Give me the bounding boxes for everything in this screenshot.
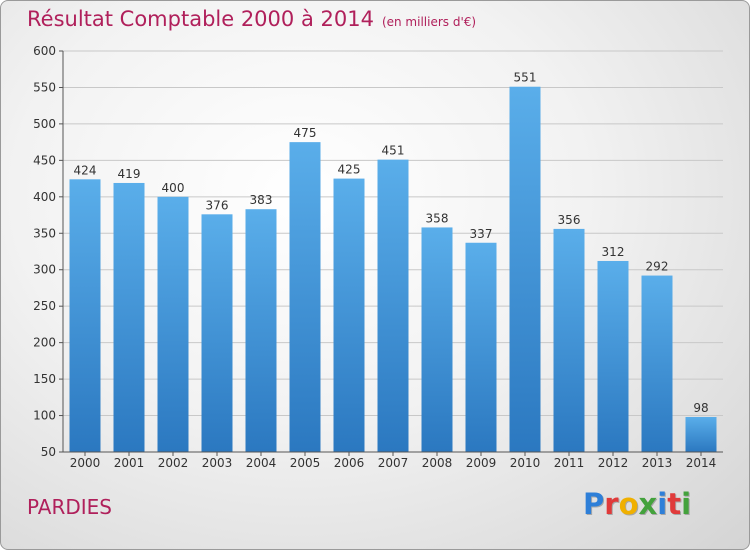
x-axis-ticks: 2000 2001 2002 2003 2004 2005 2006 2007 2008 2009… [70, 452, 717, 470]
bar-2013 [641, 275, 673, 452]
y-axis-ticks: 50 100 150 200 250 300 350 400 450 500 550 600 [33, 44, 63, 459]
x-tick-label: 2000 [70, 456, 101, 470]
y-tick-label: 150 [33, 372, 56, 386]
x-tick-label: 2014 [686, 456, 717, 470]
value-label: 383 [250, 193, 273, 207]
logo-letter: x [638, 487, 658, 521]
value-label: 400 [162, 181, 185, 195]
x-tick-label: 2006 [334, 456, 365, 470]
bar-2006 [333, 178, 365, 452]
x-tick-label: 2007 [378, 456, 409, 470]
value-label: 419 [118, 167, 141, 181]
bar-2004 [245, 209, 277, 452]
y-tick-label: 200 [33, 336, 56, 350]
logo-letter: i [657, 487, 668, 521]
logo-letter: r [604, 487, 619, 521]
x-tick-label: 2010 [510, 456, 541, 470]
x-tick-label: 2004 [246, 456, 277, 470]
value-label: 312 [602, 245, 625, 259]
bar-2001 [113, 182, 145, 452]
chart-unit: (en milliers d'€) [381, 15, 477, 29]
y-tick-label: 350 [33, 226, 56, 240]
y-tick-label: 600 [33, 44, 56, 58]
x-tick-label: 2011 [554, 456, 585, 470]
value-label: 425 [338, 163, 361, 177]
y-tick-label: 300 [33, 263, 56, 277]
y-tick-label: 550 [33, 80, 56, 94]
bar-2011 [553, 228, 585, 452]
value-label: 292 [646, 260, 669, 274]
axes [62, 51, 723, 453]
y-tick-label: 500 [33, 117, 56, 131]
x-tick-label: 2012 [598, 456, 629, 470]
x-tick-label: 2003 [202, 456, 233, 470]
chart-title-text: Résultat Comptable 2000 à 2014 [27, 7, 374, 31]
proxiti-logo: Proxiti [583, 487, 691, 521]
x-tick-label: 2002 [158, 456, 189, 470]
bar-2003 [201, 214, 233, 452]
y-tick-label: 100 [33, 409, 56, 423]
bars [69, 86, 717, 453]
value-label: 451 [382, 144, 405, 158]
x-tick-label: 2005 [290, 456, 321, 470]
x-tick-label: 2013 [642, 456, 673, 470]
value-label: 98 [693, 401, 708, 415]
place-name: PARDIES [27, 495, 112, 519]
value-label: 356 [558, 213, 581, 227]
y-tick-label: 450 [33, 153, 56, 167]
logo-letter: i [681, 487, 692, 521]
value-labels: 424 419 400 376 383 475 425 451 358 337 551 356 312 2… [74, 71, 709, 415]
x-tick-label: 2009 [466, 456, 497, 470]
chart-title: Résultat Comptable 2000 à 2014 (en millie… [27, 7, 476, 31]
bar-2002 [157, 196, 189, 452]
x-tick-label: 2001 [114, 456, 145, 470]
logo-letter: t [667, 487, 682, 521]
bar-2010 [509, 86, 541, 452]
x-tick-label: 2008 [422, 456, 453, 470]
logo-letter: o [618, 487, 639, 521]
bar-2014 [685, 417, 717, 452]
bar-2012 [597, 260, 629, 452]
value-label: 376 [206, 198, 229, 212]
value-label: 358 [426, 211, 449, 225]
bar-2000 [69, 179, 101, 452]
value-label: 337 [470, 227, 493, 241]
bar-2007 [377, 159, 409, 452]
bar-2009 [465, 242, 497, 452]
y-tick-label: 50 [41, 445, 56, 459]
logo-letter: P [583, 487, 605, 521]
bar-2008 [421, 227, 453, 452]
y-tick-label: 250 [33, 299, 56, 313]
value-label: 551 [514, 71, 537, 85]
y-tick-label: 400 [33, 190, 56, 204]
bar-2005 [289, 142, 321, 453]
value-label: 475 [294, 126, 317, 140]
value-label: 424 [74, 163, 97, 177]
